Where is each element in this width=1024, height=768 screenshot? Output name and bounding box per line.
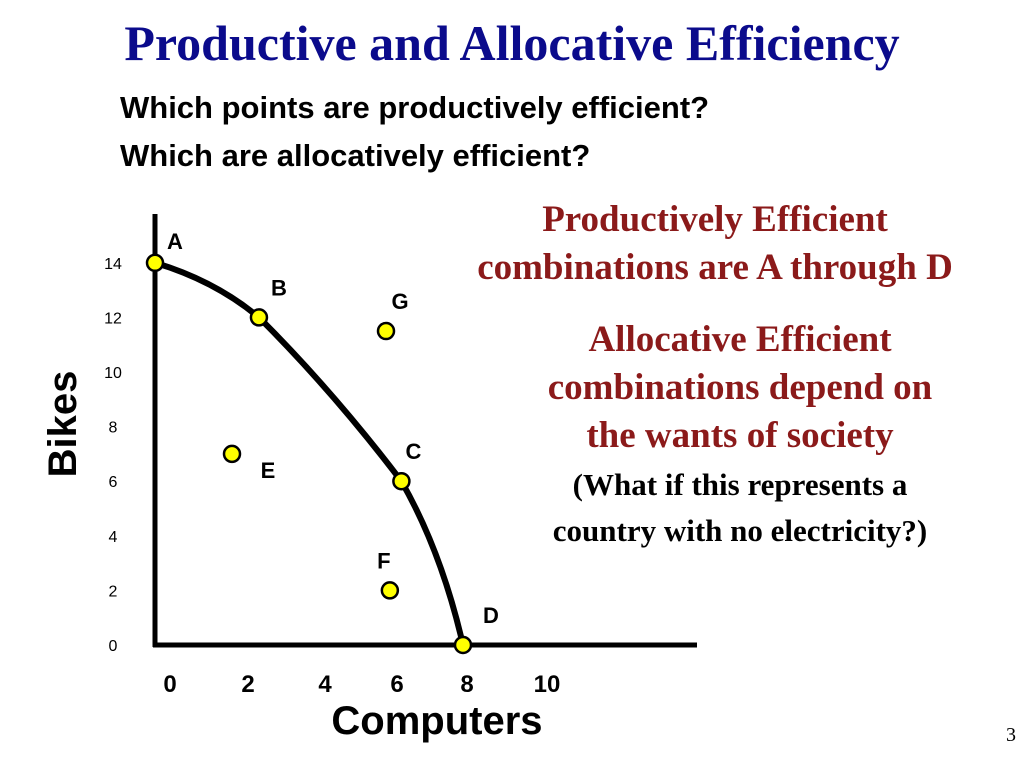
allocative-note-line-3: the wants of society (586, 415, 894, 456)
x-tick-label: 0 (163, 671, 176, 698)
y-axis-label: Bikes (41, 371, 85, 478)
y-tick-label: 10 (104, 365, 122, 382)
y-tick-label: 0 (109, 638, 118, 655)
point-e (222, 444, 242, 464)
point-label-b: B (271, 275, 287, 300)
point-c (392, 471, 411, 491)
data-points: A B C D E F G (145, 229, 499, 655)
question-allocative: Which are allocatively efficient? (120, 138, 591, 173)
y-tick-labels: 0 2 4 6 8 10 12 14 (104, 256, 122, 655)
y-tick-label: 6 (109, 474, 118, 491)
x-tick-label: 10 (534, 671, 561, 698)
productive-efficiency-note: Productively Efficient combinations are … (410, 196, 1020, 292)
y-tick-label: 4 (109, 529, 118, 546)
x-tick-labels: 0 2 4 6 8 10 (163, 671, 560, 698)
allocative-note-line-2: combinations depend on (547, 367, 933, 408)
x-tick-label: 6 (390, 671, 403, 698)
point-label-a: A (167, 229, 183, 254)
point-d (453, 635, 473, 655)
question-note-line-2: country with no electricity?) (552, 513, 928, 548)
x-tick-label: 4 (318, 671, 332, 698)
electricity-question-note: (What if this represents a country with … (440, 462, 1024, 554)
y-tick-label: 2 (109, 583, 118, 600)
point-f (380, 581, 400, 600)
x-tick-label: 2 (241, 671, 254, 698)
productive-note-line-1: Productively Efficient (542, 199, 888, 240)
point-label-f: F (377, 548, 390, 573)
y-tick-label: 14 (104, 256, 122, 273)
point-a (145, 253, 165, 273)
point-label-e: E (261, 458, 276, 483)
slide-title: Productive and Allocative Efficiency (124, 15, 900, 71)
question-productive: Which points are productively efficient? (120, 90, 710, 125)
point-g (376, 321, 396, 341)
y-tick-label: 12 (104, 310, 122, 327)
productive-note-line-2: combinations are A through D (477, 247, 953, 288)
point-label-d: D (483, 603, 499, 628)
point-label-g: G (391, 289, 408, 314)
y-tick-label: 8 (109, 420, 118, 437)
x-axis-label: Computers (331, 699, 542, 743)
point-b (249, 308, 269, 327)
page-number: 3 (1006, 724, 1016, 746)
question-note-line-1: (What if this represents a (572, 467, 908, 502)
allocative-note-line-1: Allocative Efficient (588, 319, 892, 360)
ppf-curve (152, 259, 466, 648)
x-tick-label: 8 (460, 671, 473, 698)
point-label-c: C (405, 439, 421, 464)
chart-axes (152, 214, 697, 648)
allocative-efficiency-note: Allocative Efficient combinations depend… (430, 316, 1024, 460)
